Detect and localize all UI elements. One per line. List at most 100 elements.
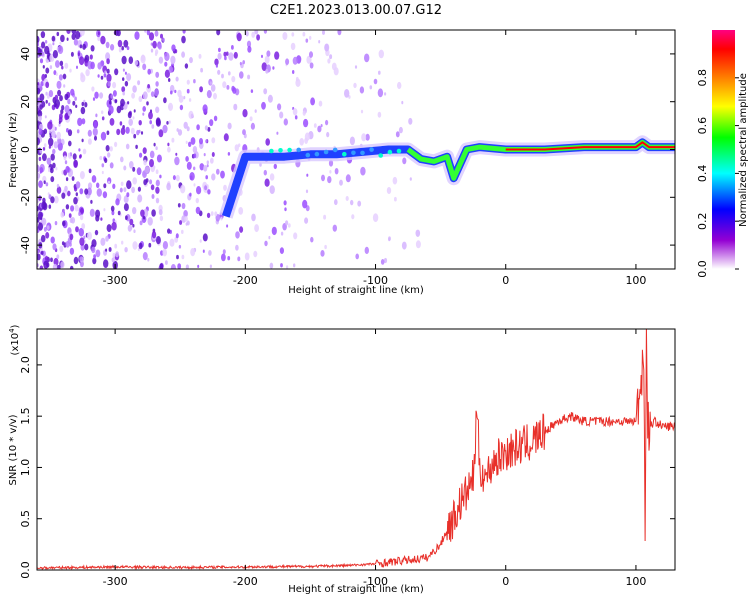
colorbar-tick-label: 0.2: [696, 212, 709, 230]
noise-dot: [48, 145, 52, 149]
noise-dot: [140, 209, 145, 217]
snr-ticks: -300 -200 -100 0 100 0.0 0.5 1.0 1.5 2.0: [19, 329, 675, 588]
noise-dot: [372, 213, 379, 223]
noise-dot: [105, 145, 110, 152]
noise-dot: [64, 93, 69, 101]
noise-dot: [205, 175, 208, 180]
noise-dot: [309, 62, 314, 69]
noise-dot: [37, 253, 41, 261]
noise-dot: [142, 63, 147, 71]
noise-dot: [185, 156, 189, 162]
noise-dot: [148, 111, 153, 120]
noise-dot: [277, 103, 282, 111]
noise-dot: [195, 197, 199, 204]
x-tick-label: -100: [363, 575, 388, 588]
noise-dot: [184, 216, 188, 222]
noise-dot: [227, 122, 232, 130]
noise-dot: [142, 91, 148, 100]
noise-dot: [137, 247, 140, 251]
noise-dot: [149, 159, 154, 168]
noise-dot: [282, 32, 288, 40]
noise-dot: [105, 41, 110, 49]
noise-dot: [74, 204, 79, 212]
noise-dot: [292, 56, 298, 65]
noise-dot: [120, 181, 124, 186]
noise-dot: [328, 159, 334, 167]
noise-dot: [217, 69, 221, 75]
noise-dot: [364, 53, 370, 63]
noise-dot: [162, 241, 168, 250]
noise-dot: [199, 239, 202, 243]
noise-dot: [155, 117, 161, 126]
noise-dot: [97, 62, 102, 70]
noise-dot: [96, 182, 100, 189]
noise-dot: [147, 217, 153, 226]
noise-dot: [373, 78, 378, 85]
noise-dot: [216, 30, 221, 36]
noise-dot: [99, 92, 104, 99]
noise-dot: [75, 181, 81, 189]
noise-dot: [103, 72, 107, 78]
noise-dot: [101, 116, 105, 121]
noise-dot: [54, 94, 59, 101]
noise-dot: [360, 109, 364, 114]
noise-dot: [401, 241, 407, 250]
colorbar-tick-label: 0.8: [696, 69, 709, 87]
noise-dot: [39, 149, 43, 154]
noise-dot: [170, 264, 176, 269]
figure-title: C2E1.2023.013.00.07.G12: [270, 3, 442, 18]
noise-dot: [148, 32, 155, 41]
signal-blob: [396, 148, 402, 154]
noise-dot: [60, 261, 65, 269]
noise-dot: [129, 218, 134, 226]
noise-dot: [167, 228, 171, 234]
noise-dot: [115, 251, 119, 258]
noise-dot: [233, 51, 238, 59]
noise-dot: [162, 37, 165, 42]
noise-dot: [135, 144, 138, 149]
noise-dot: [223, 133, 229, 142]
noise-dot: [50, 196, 55, 204]
noise-dot: [199, 86, 204, 93]
noise-dot: [208, 250, 212, 256]
noise-dot: [310, 236, 314, 243]
noise-dot: [166, 121, 169, 125]
noise-dot: [117, 210, 121, 216]
noise-dot: [47, 121, 53, 130]
noise-dot: [350, 199, 354, 206]
noise-dot: [105, 52, 111, 61]
noise-dot: [168, 105, 171, 109]
noise-dot: [61, 241, 65, 246]
noise-dot: [162, 248, 167, 257]
noise-dot: [397, 81, 402, 90]
noise-dot: [96, 188, 103, 197]
noise-dot: [41, 250, 44, 255]
noise-dot: [127, 224, 132, 232]
noise-dot: [198, 53, 202, 59]
noise-dot: [60, 109, 64, 115]
noise-dot: [271, 226, 277, 236]
noise-dot: [226, 85, 230, 90]
noise-dot: [199, 163, 205, 171]
noise-dot: [89, 54, 93, 60]
noise-dot: [122, 91, 125, 96]
noise-dot: [114, 243, 118, 249]
noise-dot: [133, 109, 136, 113]
colorbar-tick-label: 0.4: [696, 165, 709, 183]
noise-dot: [264, 178, 270, 187]
noise-dot: [132, 177, 137, 185]
x-tick-label: 0: [502, 274, 509, 287]
noise-dot: [214, 211, 218, 217]
noise-dot: [69, 242, 72, 247]
noise-dot: [164, 69, 170, 79]
noise-dot: [121, 240, 124, 245]
noise-dot: [117, 39, 123, 48]
noise-dot: [80, 72, 84, 78]
noise-dot: [114, 99, 117, 104]
noise-dot: [130, 127, 135, 135]
noise-dot: [415, 240, 421, 249]
noise-dot: [334, 168, 339, 175]
noise-dot: [180, 184, 186, 194]
noise-dot: [38, 180, 43, 188]
noise-dot: [92, 127, 98, 137]
